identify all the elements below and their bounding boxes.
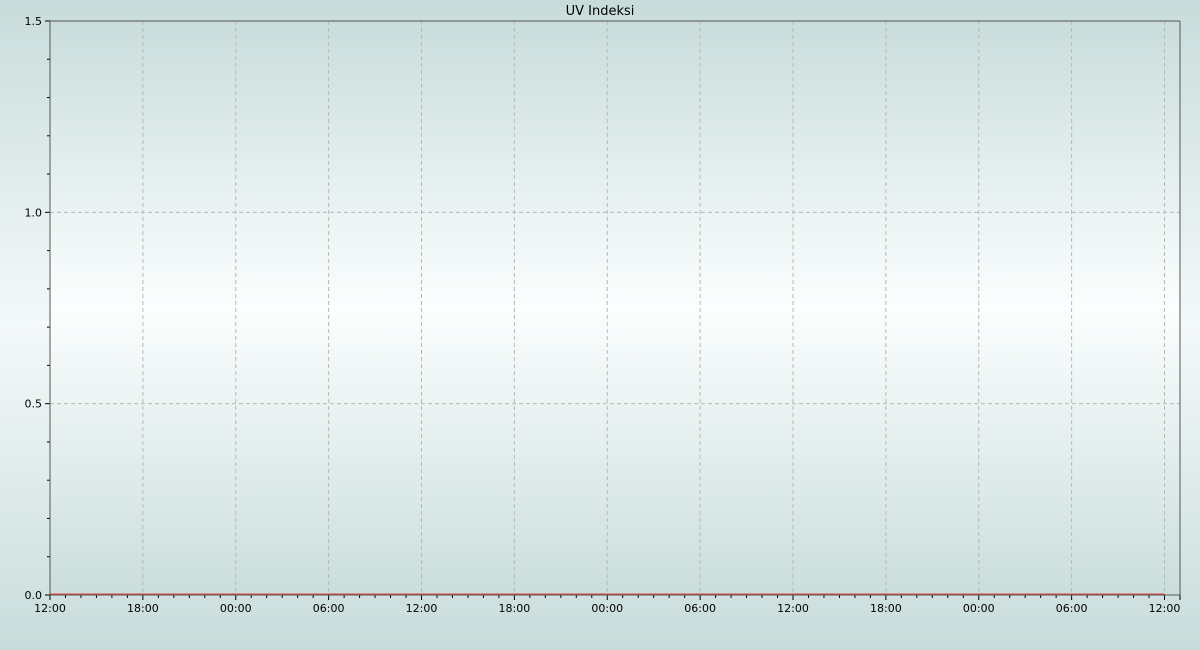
x-tick-label: 06:00 [313, 602, 345, 615]
plot-area [50, 21, 1180, 595]
x-tick-label: 12:00 [406, 602, 438, 615]
x-tick-label: 12:00 [34, 602, 66, 615]
x-tick-label: 12:00 [777, 602, 809, 615]
x-tick-label: 18:00 [127, 602, 159, 615]
y-tick-label: 0.0 [25, 589, 43, 602]
axes: 12:00 18:00 00:00 06:00 12:00 18:00 00:00 06:00… [25, 15, 1181, 615]
x-tick-label: 18:00 [499, 602, 531, 615]
y-tick-label: 0.5 [25, 398, 43, 411]
x-tick-label: 00:00 [220, 602, 252, 615]
chart-title: UV Indeksi [566, 4, 635, 19]
x-tick-label: 18:00 [870, 602, 902, 615]
y-tick-label: 1.5 [25, 15, 43, 28]
x-tick-label: 12:00 [1149, 602, 1181, 615]
x-tick-label: 00:00 [591, 602, 623, 615]
grid [50, 21, 1180, 595]
x-tick-label: 06:00 [684, 602, 716, 615]
y-tick-label: 1.0 [25, 206, 43, 219]
x-tick-label: 06:00 [1056, 602, 1088, 615]
x-tick-label: 00:00 [963, 602, 995, 615]
